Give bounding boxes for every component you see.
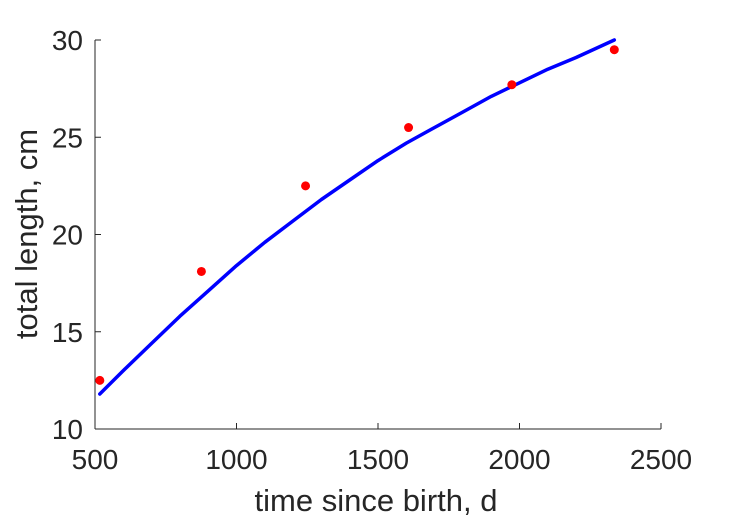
data-point <box>301 181 311 191</box>
x-axis-label: time since birth, d <box>255 483 498 518</box>
y-tick-label: 25 <box>52 122 83 153</box>
y-tick-label: 10 <box>52 414 83 445</box>
x-tick-label: 2000 <box>488 444 550 475</box>
data-point <box>404 123 414 133</box>
plot-area <box>95 38 619 396</box>
data-point <box>95 375 105 385</box>
y-tick-label: 30 <box>52 25 83 56</box>
x-tick-label: 2500 <box>630 444 692 475</box>
axes: 500 1000 1500 2000 2500 10 15 20 25 30 <box>52 25 692 475</box>
y-tick-label: 15 <box>52 317 83 348</box>
data-point <box>507 80 517 90</box>
fit-curve <box>98 38 617 396</box>
y-tick-label: 20 <box>52 220 83 251</box>
x-tick-label: 1000 <box>205 444 267 475</box>
x-tick-label: 500 <box>72 444 119 475</box>
y-axis-label: total length, cm <box>9 129 44 339</box>
x-tick-label: 1500 <box>347 444 409 475</box>
data-point <box>609 45 619 55</box>
data-point <box>196 266 206 276</box>
